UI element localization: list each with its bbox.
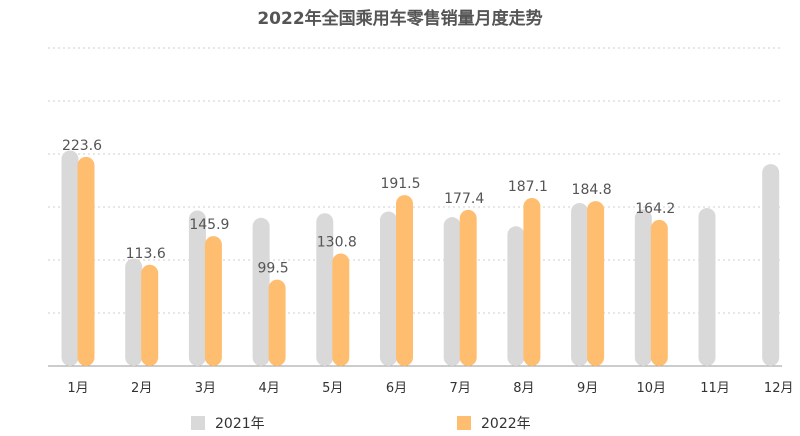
bar-2022-5 xyxy=(332,253,350,366)
data-label-2022-5: 130.8 xyxy=(317,235,357,251)
legend-label-2021: 2021年 xyxy=(215,416,265,432)
x-axis-ticks: 1月 2月 3月 4月 5月 6月 7月 8月 9月 10月 11月 12月 xyxy=(67,381,793,396)
bar-2021-12 xyxy=(762,164,780,366)
x-tick-label: 6月 xyxy=(386,381,407,396)
data-label-2022-7: 177.4 xyxy=(444,191,484,207)
bar-2022-9 xyxy=(587,201,605,366)
x-tick-label: 4月 xyxy=(258,381,279,396)
data-label-2022-1: 223.6 xyxy=(62,138,102,154)
bar-2021-6 xyxy=(380,211,397,366)
legend-label-2022: 2022年 xyxy=(481,416,531,432)
data-labels: 223.6 113.6 145.9 99.5 130.8 191.5 177.4 187.1 1… xyxy=(62,138,675,277)
bar-2021-3 xyxy=(188,210,206,366)
x-tick-label: 8月 xyxy=(513,381,534,396)
bar-2022-10 xyxy=(650,219,668,366)
legend-swatch-2022 xyxy=(457,416,471,430)
bar-2022-1 xyxy=(77,156,95,366)
x-tick-label: 7月 xyxy=(450,381,471,396)
legend-item-2022: 2022年 xyxy=(457,413,531,433)
data-label-2022-6: 191.5 xyxy=(380,176,420,192)
x-tick-label: 5月 xyxy=(322,381,343,396)
x-tick-label: 2月 xyxy=(131,381,152,396)
bar-2021-7 xyxy=(443,217,461,366)
bar-2021-5 xyxy=(316,213,334,366)
x-tick-label: 10月 xyxy=(637,381,667,396)
bar-2022-3 xyxy=(204,236,222,366)
bar-2021-8 xyxy=(507,226,525,366)
data-label-2022-3: 145.9 xyxy=(189,217,229,233)
bar-2021-4 xyxy=(252,217,270,366)
bars xyxy=(61,150,780,366)
bar-2021-11 xyxy=(698,208,716,366)
data-label-2022-2: 113.6 xyxy=(126,246,166,262)
data-label-2022-10: 164.2 xyxy=(635,201,675,217)
bar-2021-10 xyxy=(634,209,652,366)
bar-2021-2 xyxy=(125,258,143,366)
legend-item-2021: 2021年 xyxy=(191,413,265,433)
bar-2021-9 xyxy=(571,202,589,366)
bar-2022-8 xyxy=(523,197,541,366)
x-tick-label: 3月 xyxy=(195,381,216,396)
data-label-2022-8: 187.1 xyxy=(508,179,548,195)
bar-2021-1 xyxy=(61,150,79,366)
x-tick-label: 12月 xyxy=(764,381,794,396)
legend-swatch-2021 xyxy=(191,416,205,430)
data-label-2022-9: 184.8 xyxy=(572,182,612,198)
bar-2022-2 xyxy=(141,264,159,366)
data-label-2022-4: 99.5 xyxy=(258,261,289,277)
x-tick-label: 1月 xyxy=(67,381,88,396)
x-tick-label: 11月 xyxy=(700,381,730,396)
bar-2022-7 xyxy=(459,209,477,366)
chart-title: 2022年全国乘用车零售销量月度走势 xyxy=(257,9,543,29)
bar-2022-6 xyxy=(396,195,413,366)
x-tick-label: 9月 xyxy=(577,381,598,396)
bar-2022-4 xyxy=(268,279,286,366)
